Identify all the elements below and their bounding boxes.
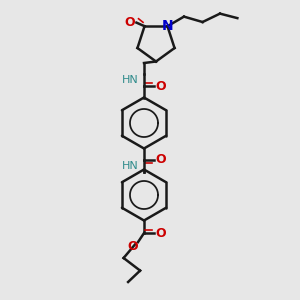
Text: HN: HN xyxy=(122,75,139,85)
Text: N: N xyxy=(162,19,173,33)
Text: O: O xyxy=(127,240,138,253)
Text: O: O xyxy=(155,80,166,93)
Text: O: O xyxy=(155,226,166,240)
Text: HN: HN xyxy=(122,161,139,171)
Text: O: O xyxy=(155,153,166,167)
Text: O: O xyxy=(124,16,135,28)
